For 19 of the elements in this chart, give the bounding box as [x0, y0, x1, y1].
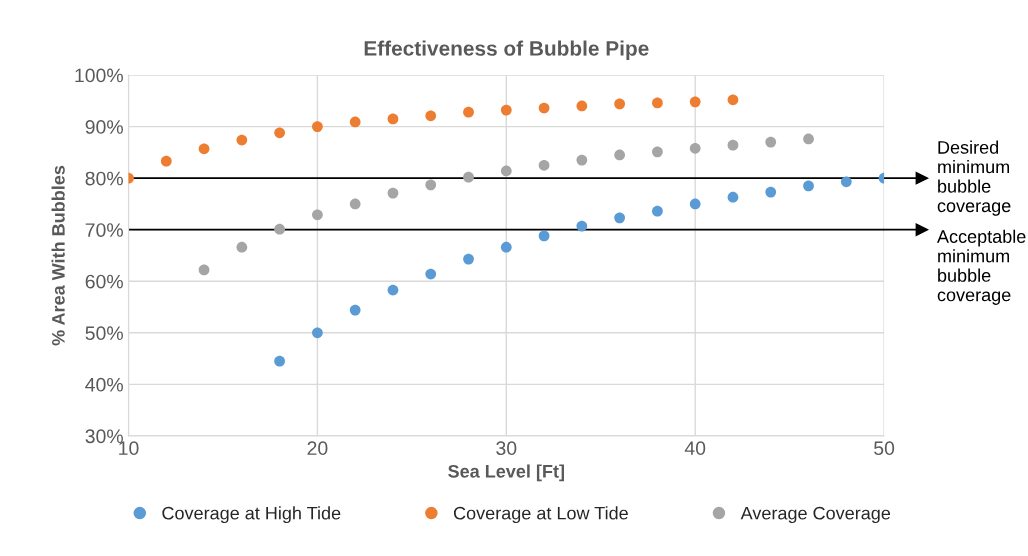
legend-label: Acceptable minimum bubble coverage [937, 229, 1026, 305]
y-tick-label: 90% [85, 120, 123, 134]
y-tick-label: 50% [85, 326, 123, 341]
x-tick-label: 40 [684, 441, 706, 456]
chart-title: Effectiveness of Bubble Pipe [364, 40, 649, 60]
y-tick-label: 70% [85, 223, 123, 237]
y-tick-label: 100% [75, 68, 123, 83]
x-tick-label: 30 [496, 441, 517, 456]
ref-line-label: Desired minimum bubble coverage [937, 140, 1011, 216]
x-tick-label: 50 [874, 441, 895, 456]
legend-label: Coverage at High Tide [162, 506, 341, 524]
y-tick-label: 40% [85, 377, 123, 392]
x-tick-label: 20 [307, 441, 328, 456]
legend-label: Coverage at Low Tide [453, 506, 628, 524]
x-axis-title: Sea Level [Ft] [448, 464, 564, 482]
legend-label: Average Coverage [740, 506, 891, 524]
y-axis-title: % Area With Bubbles [51, 165, 65, 346]
y-tick-label: 60% [85, 274, 123, 289]
y-tick-label: 80% [85, 171, 123, 186]
